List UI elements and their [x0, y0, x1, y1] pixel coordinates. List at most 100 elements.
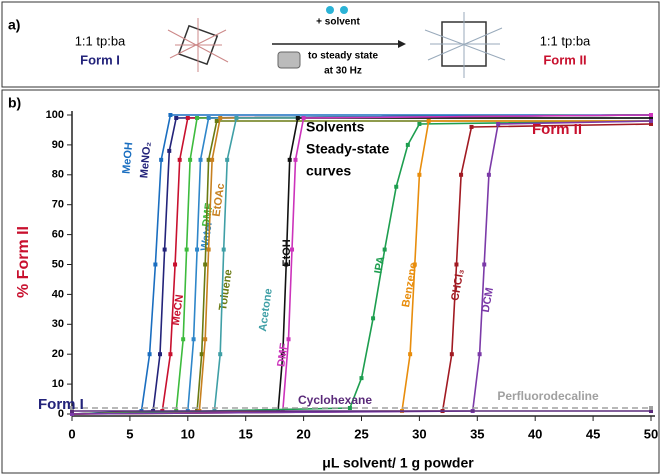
series-label: CHCl₃ — [449, 268, 466, 302]
y-tick-label: 20 — [52, 348, 64, 360]
data-point — [417, 172, 422, 177]
data-point — [218, 352, 223, 357]
panel-label: b) — [8, 95, 21, 111]
data-point — [649, 115, 653, 120]
data-point — [469, 124, 474, 129]
y-tick-label: 0 — [58, 408, 64, 420]
mixer-icon — [277, 51, 301, 69]
series-label: EtOAc — [211, 183, 228, 218]
data-point — [198, 157, 203, 162]
data-point — [167, 148, 172, 153]
data-point — [188, 157, 193, 162]
data-point — [286, 337, 291, 342]
drop-icon — [340, 6, 348, 14]
data-point — [195, 115, 200, 120]
ratio-label: 1:1 tp:ba — [75, 33, 126, 48]
x-tick-label: 5 — [126, 426, 133, 441]
series-label: MeOH — [121, 142, 136, 175]
series-label: Cyclohexane — [298, 393, 372, 407]
series-label: EtOH — [281, 239, 293, 267]
data-point — [234, 115, 239, 120]
x-tick-label: 30 — [412, 426, 426, 441]
data-point — [347, 406, 352, 411]
data-point — [295, 115, 300, 120]
data-point — [496, 121, 501, 126]
form-label: Form I — [80, 52, 120, 67]
data-point — [173, 262, 178, 267]
x-axis-label: μL solvent/ 1 g powder — [322, 455, 474, 471]
data-point — [168, 113, 173, 117]
data-point — [214, 118, 219, 123]
data-point — [206, 157, 211, 162]
x-tick-label: 40 — [528, 426, 542, 441]
data-point — [649, 118, 653, 123]
data-point — [359, 376, 364, 381]
series-label: MeCN — [170, 294, 186, 327]
data-point — [301, 115, 306, 120]
x-tick-label: 25 — [354, 426, 368, 441]
data-point — [449, 352, 454, 357]
data-point — [486, 172, 491, 177]
data-point — [371, 316, 376, 321]
series-label: Perfluorodecaline — [497, 389, 599, 403]
series-label: DCM — [480, 287, 496, 314]
data-point — [191, 337, 196, 342]
crystal-icon — [167, 18, 229, 72]
y-tick-label: 60 — [52, 229, 64, 241]
x-tick-label: 0 — [68, 426, 75, 441]
series-label: MeNO₂ — [138, 141, 153, 179]
data-point — [70, 406, 74, 411]
data-point — [203, 262, 208, 267]
data-point — [284, 262, 289, 267]
data-point — [293, 157, 298, 162]
y-axis-label: % Form II — [15, 226, 32, 298]
data-point — [287, 157, 292, 162]
data-point — [199, 352, 204, 357]
data-point — [482, 262, 487, 267]
data-point — [218, 115, 223, 120]
condition-label: at 30 Hz — [324, 66, 362, 77]
data-point — [408, 352, 413, 357]
y-tick-label: 70 — [52, 199, 64, 211]
data-point — [210, 157, 215, 162]
data-point — [394, 184, 399, 189]
data-point — [221, 247, 226, 252]
data-point — [649, 409, 653, 414]
data-point — [412, 262, 417, 267]
annotation: Form I — [38, 396, 84, 413]
y-tick-label: 40 — [52, 288, 64, 300]
crystal-icon — [424, 12, 506, 78]
data-point — [454, 262, 459, 267]
drop-icon — [326, 6, 334, 14]
series-label: DMF — [275, 342, 290, 368]
annotation: Form II — [532, 121, 582, 138]
x-tick-label: 20 — [296, 426, 310, 441]
data-point — [185, 115, 190, 120]
data-point — [162, 247, 167, 252]
data-point — [70, 412, 74, 416]
series-label: DMF — [200, 202, 215, 228]
data-point — [649, 121, 653, 126]
annotation: Steady-state — [306, 141, 389, 157]
data-point — [649, 406, 653, 411]
data-point — [477, 352, 482, 357]
data-point — [280, 352, 285, 357]
x-tick-label: 45 — [586, 426, 600, 441]
data-point — [70, 409, 74, 414]
data-point — [177, 157, 182, 162]
data-point — [206, 115, 211, 120]
x-tick-label: 50 — [644, 426, 658, 441]
data-point — [174, 115, 179, 120]
data-point — [168, 352, 173, 357]
arrow-head — [398, 40, 406, 48]
x-tick-label: 10 — [181, 426, 195, 441]
plot: 0 5 10 15 20 25 30 35 40 45 50 0 10 20 30 40 50 60 70 80 90 1… — [38, 109, 658, 442]
annotation: Solvents — [306, 119, 365, 135]
series-label: IPA — [372, 255, 387, 274]
data-point — [195, 247, 200, 252]
condition-label: to steady state — [308, 51, 378, 62]
data-point — [649, 113, 653, 117]
series-label: Acetone — [257, 288, 275, 333]
data-point — [184, 247, 189, 252]
data-point — [147, 352, 152, 357]
